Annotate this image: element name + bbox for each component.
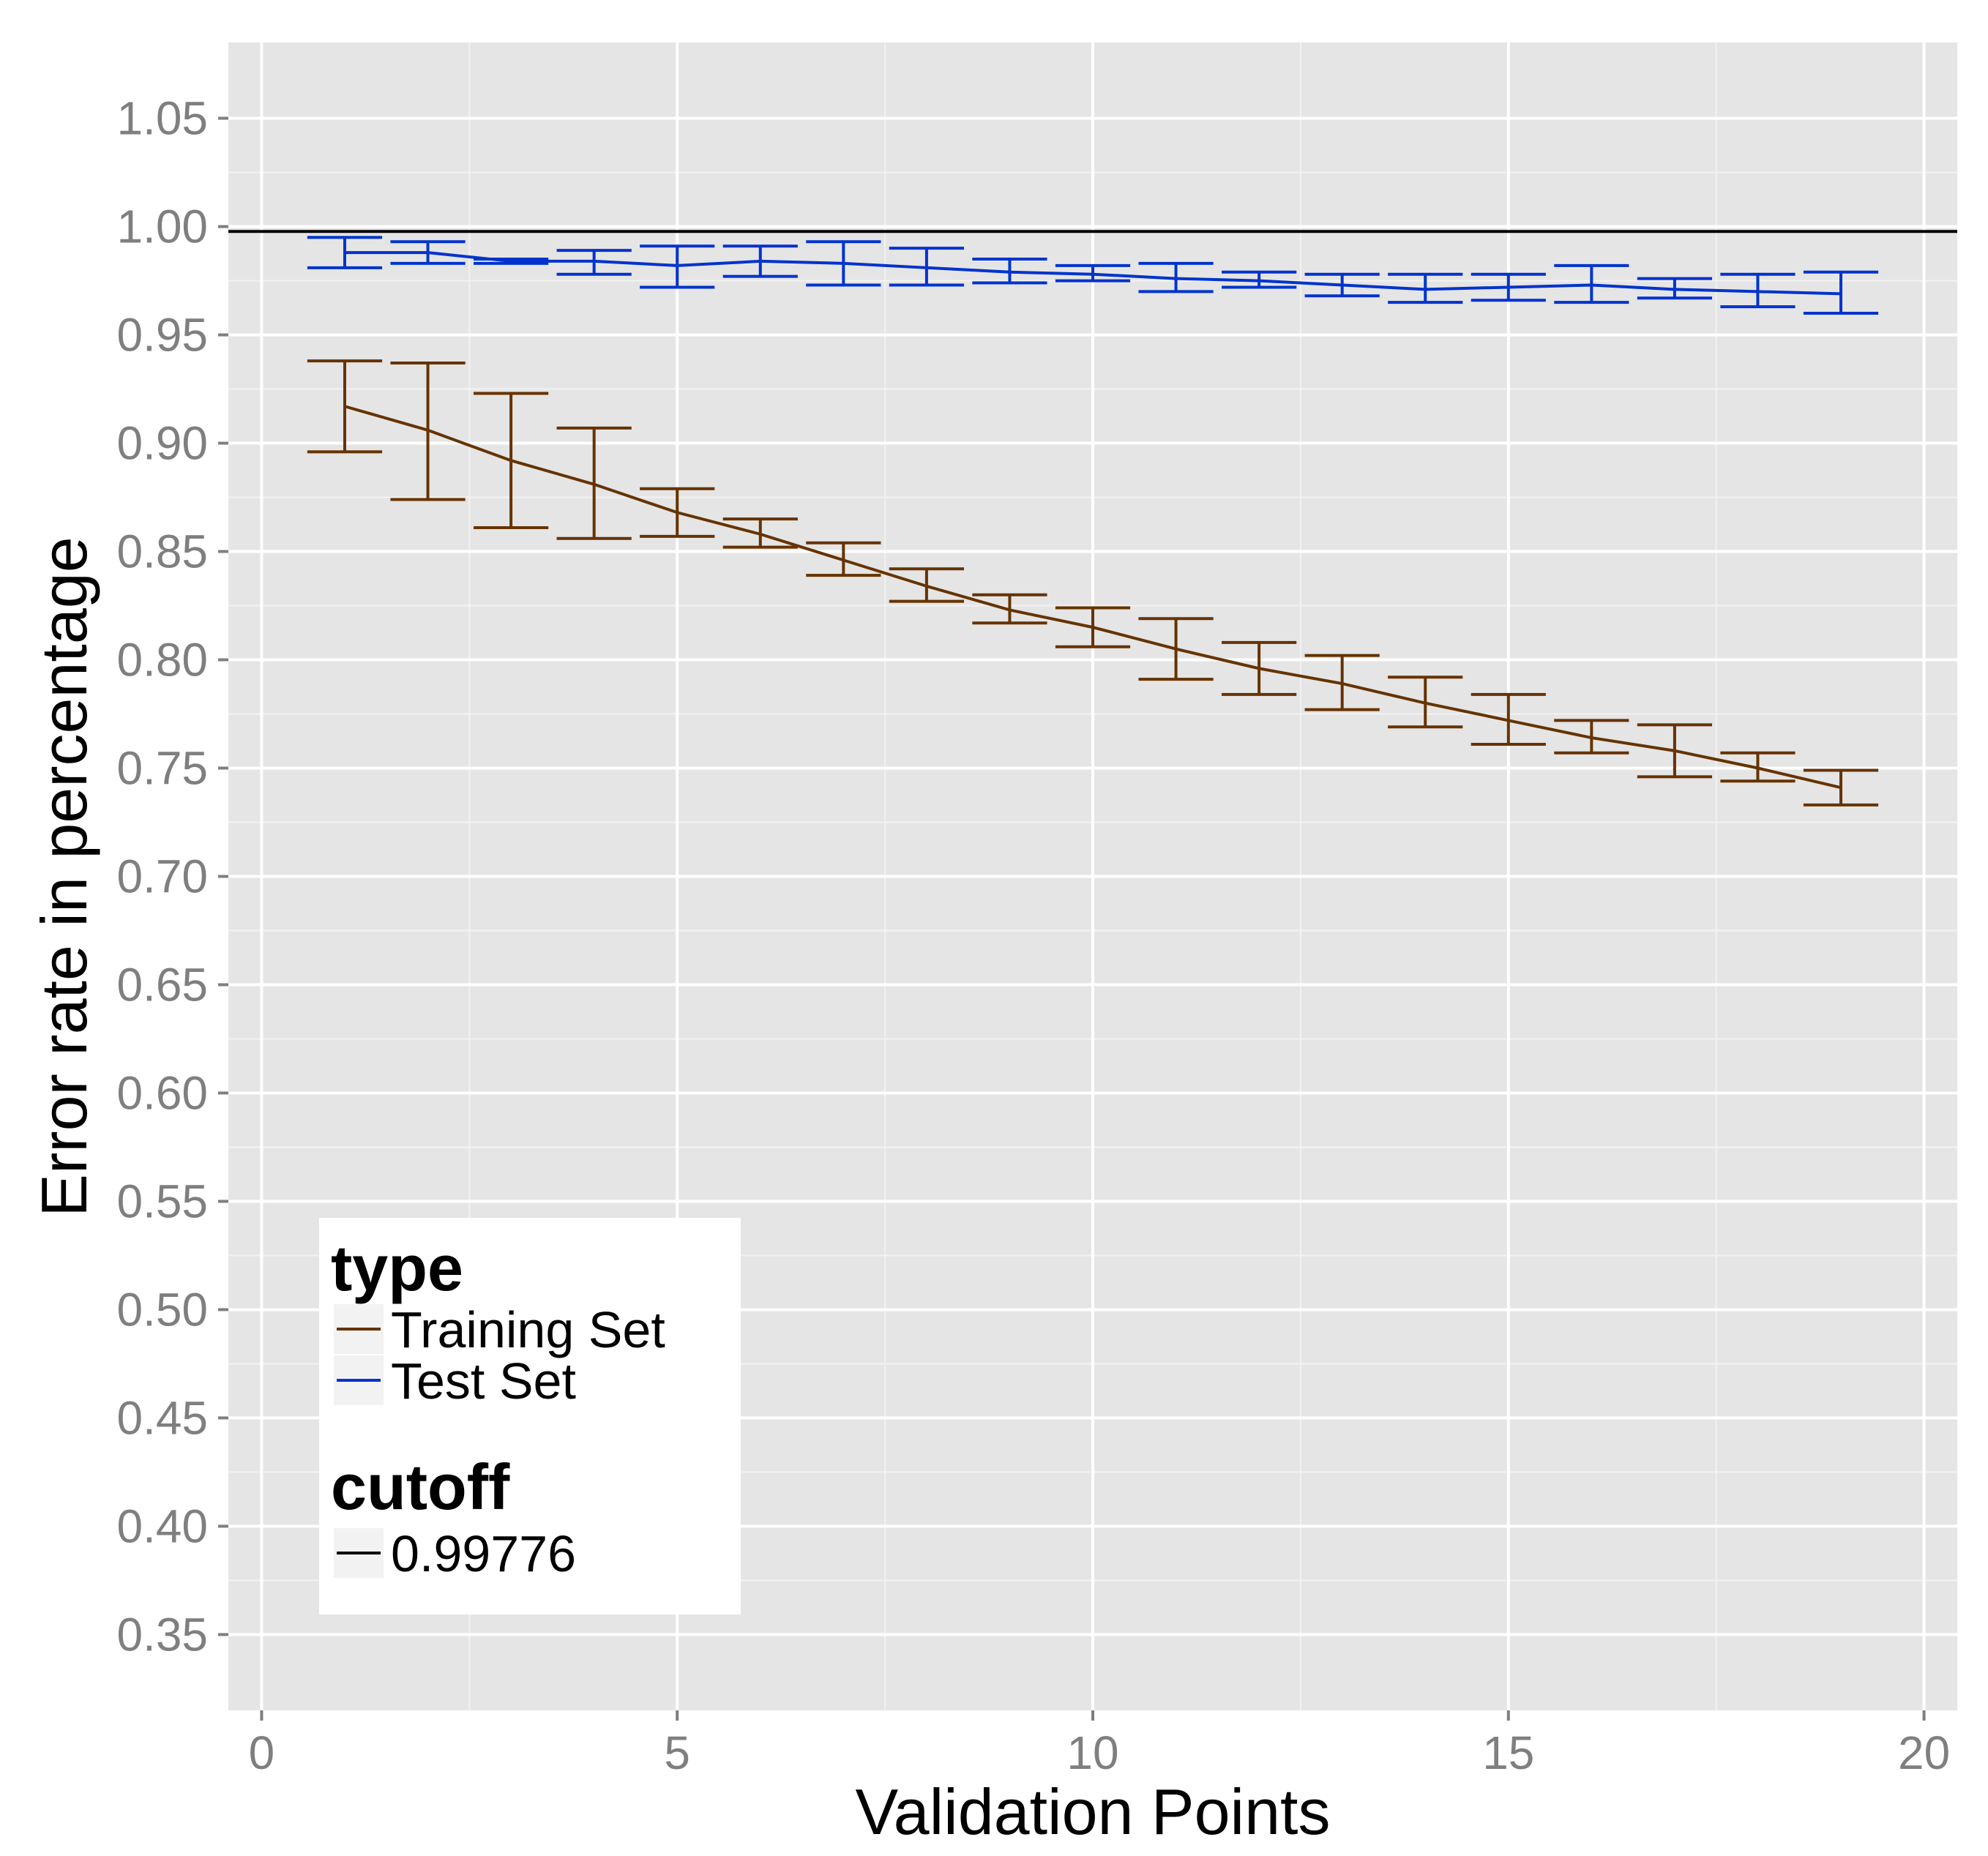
y-tick-label: 0.90 — [116, 417, 208, 470]
legend-label-test: Test Set — [391, 1352, 576, 1410]
legend-title-cutoff: cutoff — [331, 1451, 510, 1523]
x-tick-label: 10 — [1066, 1726, 1118, 1779]
y-axis-title: Error rate in percentage — [28, 536, 100, 1216]
series-line-0 — [344, 405, 1842, 790]
y-tick-label: 0.60 — [116, 1066, 208, 1119]
series-layer — [307, 236, 1879, 807]
y-tick-label: 0.70 — [116, 850, 208, 903]
y-tick-label: 0.50 — [116, 1283, 208, 1336]
series-test-set — [307, 236, 1879, 315]
x-tick-label: 0 — [249, 1726, 275, 1779]
x-tick-label: 15 — [1482, 1726, 1534, 1779]
y-tick-label: 0.75 — [116, 742, 208, 795]
series-training-set — [307, 359, 1879, 807]
y-tick-label: 0.55 — [116, 1175, 208, 1227]
y-tick-label: 1.00 — [116, 201, 208, 253]
y-tick-label: 0.45 — [116, 1391, 208, 1444]
y-tick-label: 0.80 — [116, 634, 208, 686]
legend-label-training: Training Set — [391, 1301, 665, 1358]
x-axis-title: Validation Points — [856, 1775, 1331, 1848]
y-tick-label: 0.40 — [116, 1500, 208, 1552]
y-tick-label: 0.95 — [116, 309, 208, 362]
y-axis: 0.35 0.40 0.45 0.50 0.55 0.60 0.65 0.70 0.75 0.80… — [116, 92, 228, 1661]
y-tick-label: 1.05 — [116, 92, 208, 145]
y-tick-label: 0.85 — [116, 525, 208, 578]
legend-background — [319, 1218, 741, 1614]
legend: type Training Set Test Set cutoff 0.9977… — [319, 1218, 741, 1614]
x-axis: 0 5 10 15 20 — [249, 1710, 1950, 1779]
y-tick-label: 0.35 — [116, 1608, 208, 1661]
y-tick-label: 0.65 — [116, 958, 208, 1011]
x-tick-label: 5 — [664, 1726, 690, 1779]
legend-label-cutoff: 0.99776 — [391, 1525, 576, 1582]
legend-title-type: type — [331, 1232, 463, 1304]
x-tick-label: 20 — [1898, 1726, 1950, 1779]
series-line-1 — [344, 251, 1842, 296]
